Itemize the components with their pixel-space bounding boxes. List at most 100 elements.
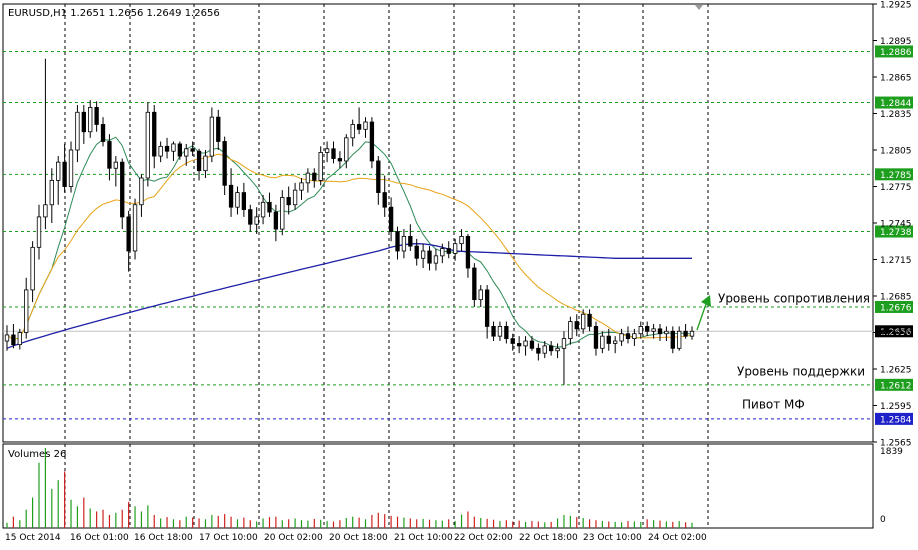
- bear-candle: [657, 328, 663, 335]
- level-price-tag: [875, 378, 913, 391]
- bull-candle: [568, 321, 573, 339]
- bear-candle: [536, 347, 541, 354]
- bear-candle: [369, 121, 375, 162]
- bull-candle: [459, 235, 464, 245]
- bull-candle: [677, 330, 682, 349]
- bear-candle: [683, 330, 688, 337]
- price-tick-label: 1.2595: [880, 402, 912, 412]
- ma-slow-line: [6, 243, 692, 349]
- bear-candle: [286, 197, 291, 206]
- bull-candle: [632, 333, 637, 339]
- bull-candle: [318, 152, 323, 181]
- bear-candle: [408, 235, 413, 247]
- bear-candle: [388, 206, 394, 232]
- volume-bars: [6, 448, 693, 528]
- level-price-label: 1.2738: [880, 228, 912, 238]
- bear-candle: [331, 148, 336, 159]
- bull-candle: [344, 137, 349, 162]
- level-price-label: 1.2612: [880, 381, 912, 391]
- time-tick-label: 22 Oct 02:00: [454, 533, 513, 543]
- bull-candle: [363, 121, 368, 130]
- bull-candle: [561, 338, 567, 349]
- bear-candle: [529, 340, 535, 349]
- price-tick-label: 1.2865: [880, 74, 912, 84]
- bull-candle: [139, 177, 144, 206]
- price-tick-label: 1.2775: [880, 183, 912, 193]
- bull-candle: [324, 148, 330, 153]
- bull-candle: [292, 189, 298, 206]
- bull-candle: [433, 255, 439, 264]
- volume-pane: [2, 443, 874, 529]
- bull-candle: [619, 333, 624, 342]
- bull-candle: [478, 289, 483, 301]
- ma-fast-line: [6, 136, 693, 348]
- bear-candle: [248, 209, 253, 225]
- bull-candle: [24, 289, 29, 333]
- bear-candle: [484, 289, 490, 327]
- bull-candle: [600, 335, 605, 349]
- bull-candle: [30, 246, 35, 291]
- bull-candle: [49, 180, 54, 206]
- bull-candle: [305, 172, 311, 184]
- time-tick-label: 17 Oct 10:00: [199, 533, 258, 543]
- bear-candle: [491, 326, 496, 337]
- bear-candle: [126, 216, 131, 252]
- bear-candle: [312, 172, 317, 181]
- level-price-tag: [875, 412, 913, 425]
- bull-candle: [613, 340, 618, 344]
- bear-candle: [222, 141, 227, 186]
- level-price-tag: [875, 168, 913, 181]
- price-tick-label: 1.2745: [880, 220, 912, 230]
- bear-candle: [465, 235, 471, 269]
- price-tick-label: 1.2625: [880, 366, 912, 376]
- level-price-label: 1.2584: [880, 415, 912, 425]
- bear-candle: [516, 343, 522, 347]
- price-tick-label: 1.2895: [880, 37, 912, 47]
- bull-candle: [171, 143, 176, 152]
- bull-candle: [17, 332, 22, 346]
- time-tick-label: 21 Oct 10:00: [394, 533, 453, 543]
- bear-candle: [152, 111, 157, 157]
- bull-candle: [638, 326, 643, 335]
- bear-candle: [645, 326, 650, 332]
- scroll-marker-icon[interactable]: [695, 5, 703, 10]
- bear-candle: [587, 313, 592, 327]
- bear-candle: [94, 107, 99, 125]
- bull-candle: [132, 204, 138, 252]
- time-tick-label: 15 Oct 2014: [5, 533, 61, 543]
- bull-candle: [184, 148, 189, 157]
- bear-candle: [472, 267, 477, 301]
- bull-candle: [440, 248, 445, 257]
- time-axis: 15 Oct 2014 16 Oct 01:00 16 Oct 18:00 17 Oc…: [5, 533, 707, 543]
- bull-candle: [88, 107, 93, 133]
- price-tick-label: 1.2715: [880, 256, 912, 266]
- bear-candle: [177, 143, 183, 157]
- bull-candle: [689, 330, 695, 337]
- price-tick-label: 1.2655: [880, 329, 912, 339]
- volume-label: Volumes 26: [8, 449, 66, 460]
- bull-candle: [43, 204, 48, 218]
- time-tick-label: 16 Oct 18:00: [134, 533, 193, 543]
- volume-tick-label: 1839: [880, 447, 903, 457]
- level-price-tag: [875, 225, 913, 238]
- bull-candle: [651, 328, 656, 332]
- bull-candle: [280, 197, 285, 230]
- bear-candle: [510, 338, 515, 344]
- bull-candle: [420, 250, 426, 259]
- bear-candle: [164, 145, 170, 152]
- bear-candle: [446, 248, 451, 254]
- candles: [4, 58, 695, 385]
- symbol-header: EURUSD,H1 1.2651 1.2656 1.2649 1.2656: [8, 8, 220, 19]
- bear-candle: [196, 150, 202, 172]
- bear-candle: [120, 161, 125, 218]
- bear-candle: [382, 192, 387, 208]
- level-price-label: 1.2844: [880, 99, 912, 109]
- volume-tick-label: 0: [880, 515, 886, 525]
- price-tick-label: 1.2835: [880, 110, 912, 120]
- bull-candle: [68, 149, 74, 187]
- time-tick-label: 23 Oct 10:00: [583, 533, 642, 543]
- bear-candle: [376, 160, 381, 193]
- level-price-label: 1.2676: [880, 303, 912, 313]
